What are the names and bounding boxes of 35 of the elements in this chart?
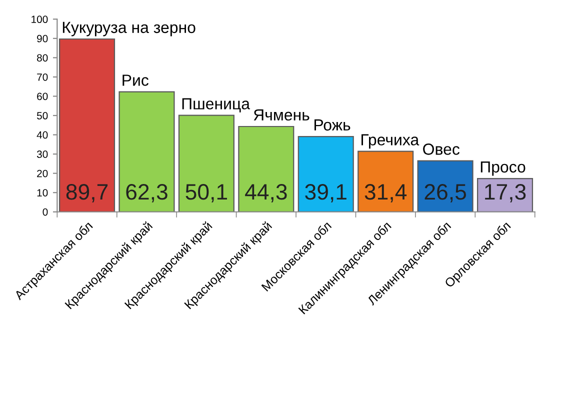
annotation: Просо	[480, 161, 526, 176]
data-label: 39,1	[305, 184, 346, 202]
annotation: Гречиха	[362, 134, 420, 149]
y-tick-label: 0	[42, 208, 48, 216]
annotation: Рожь	[314, 119, 350, 131]
bar	[298, 136, 354, 212]
annotation: Пшеница	[182, 98, 250, 112]
annotation: Рис	[122, 74, 148, 86]
bar	[476, 178, 534, 212]
y-tick-label: 60	[37, 92, 48, 100]
annotation: Кукуруза на зерно	[62, 22, 196, 36]
data-label: 26,5	[424, 184, 466, 202]
bar	[178, 114, 234, 212]
y-tick-label: 50	[36, 112, 48, 120]
y-tick-label: 30	[36, 150, 48, 158]
data-label: 44,3	[245, 184, 287, 202]
data-label: 50,1	[186, 184, 227, 202]
annotation: Ячмень	[254, 109, 310, 121]
data-label: 89,7	[66, 184, 108, 202]
y-tick-label: 90	[37, 34, 48, 42]
y-tick-label: 10	[37, 189, 48, 196]
annotation: Овес	[423, 144, 460, 155]
y-tick-label: 20	[37, 170, 48, 178]
bar	[118, 91, 175, 212]
bar	[358, 150, 414, 212]
data-label: 62,3	[126, 184, 168, 202]
bar	[238, 126, 294, 212]
y-tick-label: 70	[37, 73, 48, 81]
y-tick-label: 80	[37, 54, 48, 62]
bar	[59, 38, 116, 212]
y-tick-label: 100	[32, 16, 48, 24]
data-label: 17,3	[485, 184, 526, 202]
bar	[417, 160, 474, 212]
data-label: 31,4	[364, 184, 407, 202]
y-tick-label: 40	[36, 131, 48, 139]
